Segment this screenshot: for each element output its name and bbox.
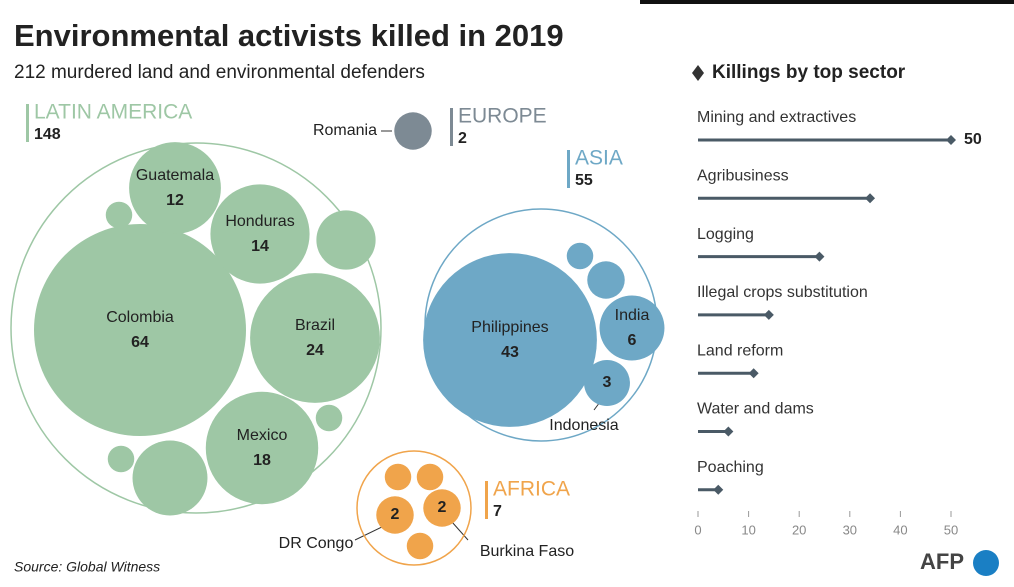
country-value: 6 — [628, 332, 637, 349]
sector-marker — [748, 368, 759, 379]
country-name: Romania — [313, 122, 377, 139]
diamond-icon — [692, 65, 704, 81]
region-total: 2 — [458, 130, 467, 147]
country-bubble — [129, 142, 221, 234]
sector-label: Poaching — [697, 459, 764, 476]
region-name: EUROPE — [458, 105, 547, 128]
region-total: 7 — [493, 503, 502, 520]
country-bubble — [423, 489, 461, 527]
country-value: 64 — [131, 334, 149, 351]
sector-marker — [723, 426, 734, 437]
country-bubble — [394, 112, 432, 150]
sector-label: Mining and extractives — [697, 109, 856, 126]
country-bubble — [423, 253, 597, 427]
sector-marker — [946, 135, 956, 145]
region-bar — [450, 108, 453, 146]
x-tick-label: 50 — [944, 522, 958, 537]
region-name: LATIN AMERICA — [34, 101, 192, 124]
sector-label: Illegal crops substitution — [697, 284, 868, 301]
region-bar — [567, 150, 570, 188]
subtitle: 212 murdered land and environmental defe… — [14, 62, 425, 83]
country-bubble — [105, 201, 133, 229]
country-name: Colombia — [106, 309, 174, 326]
region-total: 148 — [34, 126, 61, 143]
sector-label: Logging — [697, 226, 754, 243]
region-bar — [485, 481, 488, 519]
country-name: Honduras — [225, 213, 294, 230]
country-bubble — [315, 404, 343, 432]
country-value: 14 — [251, 238, 269, 255]
value-label: 50 — [964, 131, 982, 148]
country-name: Philippines — [471, 319, 548, 336]
country-name: India — [615, 307, 650, 324]
country-bubble — [416, 463, 444, 491]
country-name: Indonesia — [549, 417, 618, 434]
country-bubble — [584, 360, 630, 406]
country-value: 12 — [166, 192, 184, 209]
country-bubble — [132, 440, 208, 516]
country-bubble — [376, 496, 414, 534]
x-tick-label: 20 — [792, 522, 806, 537]
leader — [451, 521, 469, 541]
sector-label: Agribusiness — [697, 168, 789, 185]
region-name: ASIA — [575, 147, 623, 170]
country-value: 2 — [391, 506, 400, 523]
country-name: Burkina Faso — [480, 543, 574, 560]
region-name: AFRICA — [493, 478, 570, 501]
title: Environmental activists killed in 2019 — [14, 18, 564, 53]
country-bubble — [250, 273, 380, 403]
country-bubble — [406, 532, 434, 560]
country-bubble — [316, 210, 376, 270]
country-name: Guatemala — [136, 167, 214, 184]
sector-marker — [865, 193, 876, 204]
sector-marker — [763, 309, 774, 320]
country-bubble — [587, 261, 625, 299]
country-name: DR Congo — [279, 535, 354, 552]
sector-title: Killings by top sector — [712, 62, 906, 83]
region-outline — [356, 450, 472, 566]
country-bubble — [384, 463, 412, 491]
country-bubble — [566, 242, 594, 270]
region-bar — [26, 104, 29, 142]
sector-label: Land reform — [697, 342, 783, 359]
top-bar — [640, 0, 1014, 4]
country-value: 24 — [306, 342, 324, 359]
country-value: 3 — [603, 374, 612, 391]
x-tick-label: 30 — [843, 522, 857, 537]
country-name: Mexico — [237, 427, 288, 444]
sector-marker — [713, 484, 724, 495]
logo-dot — [973, 550, 999, 576]
region-total: 55 — [575, 172, 593, 189]
sector-marker — [814, 251, 825, 262]
x-tick-label: 0 — [694, 522, 701, 537]
country-value: 43 — [501, 344, 519, 361]
logo: AFP — [920, 549, 964, 574]
country-bubble — [205, 391, 319, 505]
region-outline — [10, 142, 382, 514]
country-name: Brazil — [295, 317, 335, 334]
country-bubble — [210, 184, 310, 284]
country-value: 2 — [438, 499, 447, 516]
country-bubble — [107, 445, 135, 473]
x-tick-label: 10 — [741, 522, 755, 537]
x-tick-label: 40 — [893, 522, 907, 537]
sector-label: Water and dams — [697, 401, 814, 418]
country-value: 18 — [253, 452, 271, 469]
source: Source: Global Witness — [14, 559, 160, 575]
country-bubble — [599, 295, 665, 361]
country-bubble — [34, 224, 246, 436]
